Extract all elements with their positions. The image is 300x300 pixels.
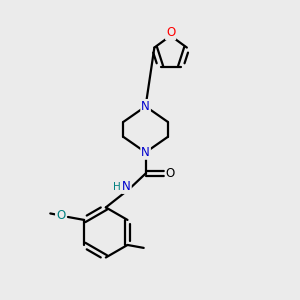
Text: N: N <box>141 146 150 159</box>
Text: H: H <box>113 182 121 191</box>
Text: O: O <box>166 167 175 180</box>
Text: O: O <box>56 209 65 222</box>
Text: N: N <box>141 100 150 113</box>
Text: N: N <box>122 180 131 193</box>
Text: O: O <box>166 26 175 39</box>
